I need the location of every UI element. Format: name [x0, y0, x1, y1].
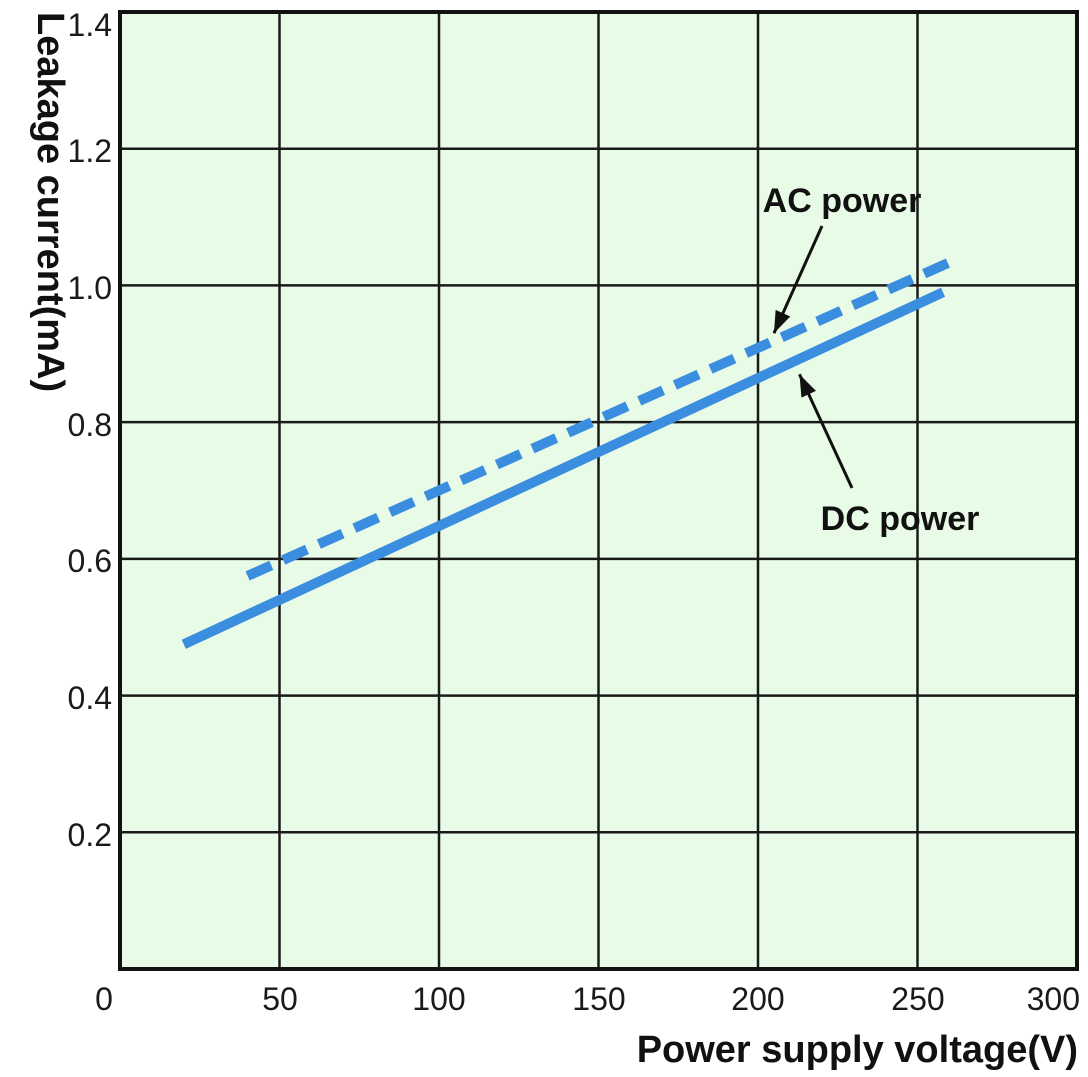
- annotation-arrows: [772, 225, 854, 489]
- y-tick-label: 0.4: [68, 680, 112, 716]
- x-tick-label: 300: [1027, 981, 1080, 1017]
- x-tick-label: 150: [572, 981, 625, 1017]
- ac-power-line: [245, 253, 962, 581]
- ac-power-arrow: [772, 225, 824, 334]
- y-tick-label: 1.0: [68, 270, 112, 306]
- dc-power-arrow: [798, 373, 854, 489]
- y-tick-label: 0.8: [68, 407, 112, 443]
- dc-power-line: [181, 287, 946, 649]
- plot-frame: [118, 10, 1079, 971]
- x-tick-label: 0: [95, 981, 113, 1017]
- x-axis-title: Power supply voltage(V): [637, 1029, 1078, 1071]
- x-tick-label: 200: [731, 981, 784, 1017]
- x-tick-label: 250: [891, 981, 944, 1017]
- y-tick-label: 1.2: [68, 133, 112, 169]
- series-lines: [181, 253, 962, 649]
- y-tick-label: 0.2: [68, 817, 112, 853]
- x-tick-labels: 0 50 100 150 200 250 300: [95, 981, 1080, 1017]
- x-tick-label: 50: [262, 981, 298, 1017]
- y-tick-labels: 0.2 0.4 0.6 0.8 1.0 1.2 1.4: [68, 7, 112, 853]
- y-tick-label: 0.6: [68, 543, 112, 579]
- y-axis-title: Leakage current(mA): [29, 12, 71, 392]
- y-tick-label: 1.4: [68, 7, 112, 43]
- annotation-label: DC power: [821, 500, 980, 538]
- annotation-label: AC power: [763, 182, 922, 220]
- x-tick-label: 100: [412, 981, 465, 1017]
